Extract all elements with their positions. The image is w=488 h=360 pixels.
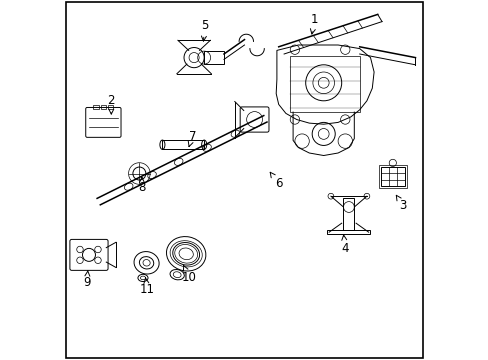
Bar: [289, 56, 359, 112]
Text: 11: 11: [140, 278, 155, 296]
Text: 10: 10: [181, 265, 196, 284]
Bar: [378, 165, 406, 188]
Text: 1: 1: [310, 13, 318, 34]
Text: 3: 3: [395, 195, 406, 212]
Bar: [107, 105, 113, 109]
Text: 6: 6: [269, 172, 282, 190]
Text: 8: 8: [138, 177, 145, 194]
Text: 2: 2: [107, 94, 115, 114]
Text: 9: 9: [83, 270, 90, 289]
Bar: [343, 198, 354, 230]
Bar: [101, 105, 106, 109]
Text: 4: 4: [341, 235, 348, 255]
Bar: [380, 167, 404, 186]
Bar: [326, 230, 370, 234]
Text: 7: 7: [188, 130, 196, 147]
Bar: [93, 105, 99, 109]
Bar: [162, 140, 204, 149]
Text: 5: 5: [201, 19, 208, 41]
Bar: [204, 51, 224, 64]
